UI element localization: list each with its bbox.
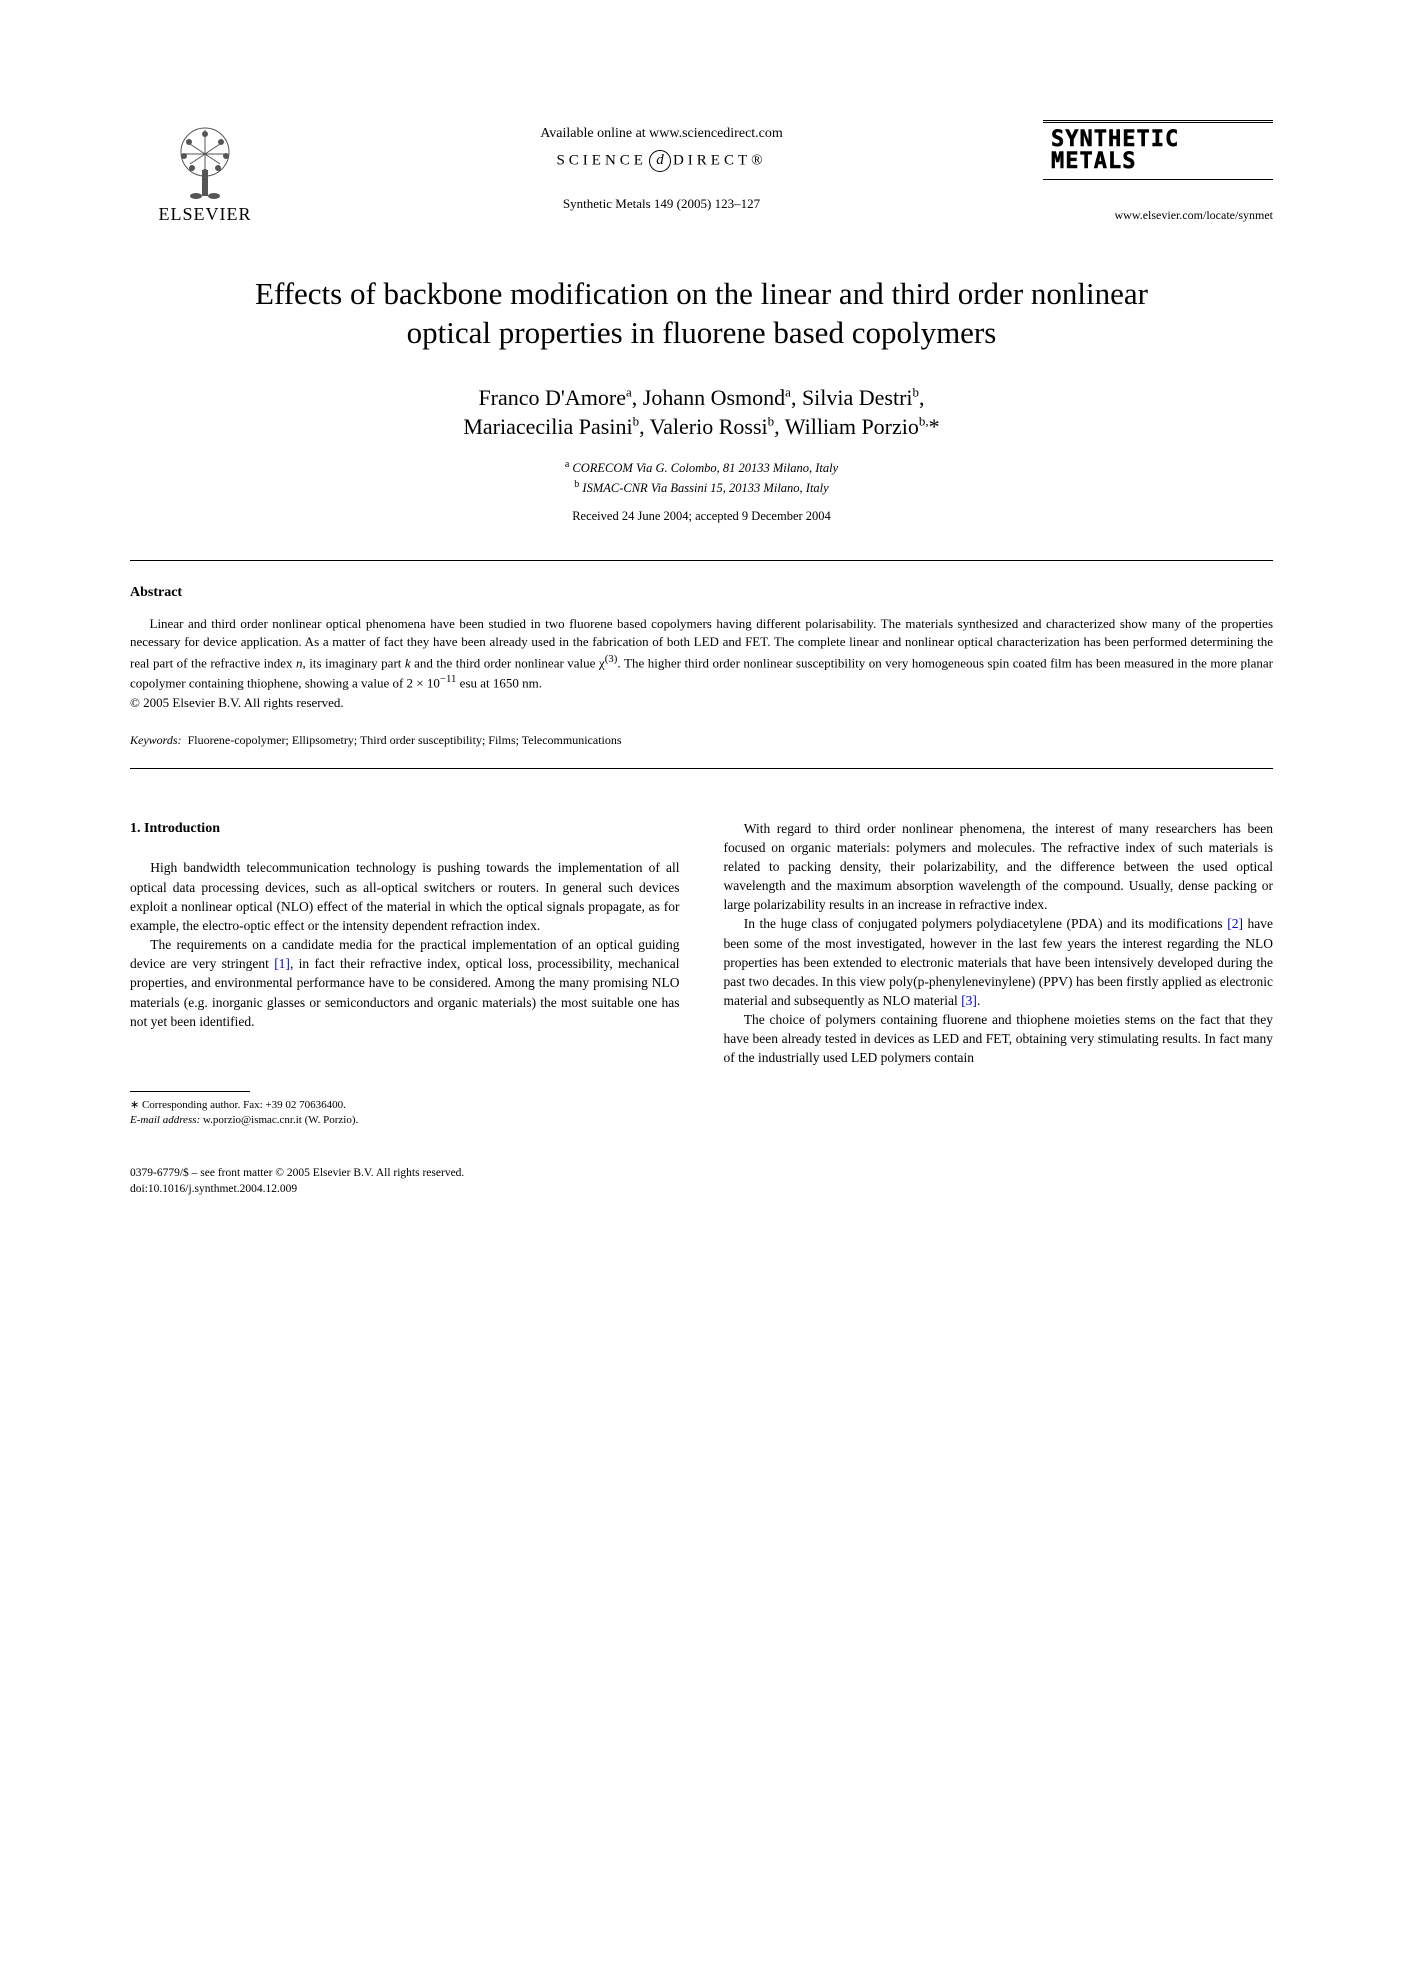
intro-paragraph-2: The requirements on a candidate media fo… xyxy=(130,935,680,1031)
journal-logo-line1: SYNTHETIC xyxy=(1051,129,1273,151)
publisher-name: ELSEVIER xyxy=(159,204,252,225)
abstract-text: Linear and third order nonlinear optical… xyxy=(130,615,1273,692)
footnote-email-label: E-mail address: xyxy=(130,1114,200,1126)
authors-list: Franco D'Amorea, Johann Osmonda, Silvia … xyxy=(130,383,1273,442)
abstract-copyright: © 2005 Elsevier B.V. All rights reserved… xyxy=(130,695,1273,711)
abstract-block: Abstract Linear and third order nonlinea… xyxy=(130,585,1273,710)
bottom-meta: 0379-6779/$ – see front matter © 2005 El… xyxy=(130,1165,1273,1197)
article-dates: Received 24 June 2004; accepted 9 Decemb… xyxy=(130,509,1273,524)
page-header: ELSEVIER Available online at www.science… xyxy=(130,120,1273,225)
journal-block: SYNTHETIC METALS www.elsevier.com/locate… xyxy=(1043,120,1273,223)
sd-right: DIRECT® xyxy=(673,152,767,168)
journal-logo-line2: METALS xyxy=(1051,151,1273,173)
intro-paragraph-1: High bandwidth telecommunication technol… xyxy=(130,858,680,935)
corresponding-author-footnote: ∗ Corresponding author. Fax: +39 02 7063… xyxy=(130,1098,680,1129)
journal-rule-bottom xyxy=(1043,179,1273,180)
sd-d-icon: d xyxy=(649,150,671,172)
keywords-line: Keywords: Fluorene-copolymer; Ellipsomet… xyxy=(130,733,1273,748)
footnote-email-line: E-mail address: w.porzio@ismac.cnr.it (W… xyxy=(130,1113,680,1128)
footnote-corresponding: ∗ Corresponding author. Fax: +39 02 7063… xyxy=(130,1098,680,1113)
keywords-text: Fluorene-copolymer; Ellipsometry; Third … xyxy=(188,733,622,747)
front-matter-line: 0379-6779/$ – see front matter © 2005 El… xyxy=(130,1165,1273,1181)
journal-logo: SYNTHETIC METALS xyxy=(1043,129,1273,173)
section-1-heading: 1. Introduction xyxy=(130,819,680,839)
sd-left: SCIENCE xyxy=(556,152,647,168)
publisher-block: ELSEVIER xyxy=(130,120,280,225)
column-right: With regard to third order nonlinear phe… xyxy=(724,819,1274,1129)
journal-reference: Synthetic Metals 149 (2005) 123–127 xyxy=(280,196,1043,212)
available-online-text: Available online at www.sciencedirect.co… xyxy=(280,126,1043,142)
column-left: 1. Introduction High bandwidth telecommu… xyxy=(130,819,680,1129)
keywords-label: Keywords: xyxy=(130,733,182,747)
affiliation-b: b ISMAC-CNR Via Bassini 15, 20133 Milano… xyxy=(130,478,1273,498)
intro-paragraph-4: In the huge class of conjugated polymers… xyxy=(724,914,1274,1010)
doi-line: doi:10.1016/j.synthmet.2004.12.009 xyxy=(130,1181,1273,1197)
footnote-email: w.porzio@ismac.cnr.it (W. Porzio). xyxy=(203,1114,358,1126)
elsevier-tree-icon xyxy=(170,120,240,200)
journal-rule-top xyxy=(1043,120,1273,123)
rule-after-keywords xyxy=(130,768,1273,769)
affiliation-a: a CORECOM Via G. Colombo, 81 20133 Milan… xyxy=(130,458,1273,478)
citation-ref[interactable]: [1] xyxy=(274,956,290,971)
header-center: Available online at www.sciencedirect.co… xyxy=(280,120,1043,212)
intro-paragraph-3: With regard to third order nonlinear phe… xyxy=(724,819,1274,915)
affiliations: a CORECOM Via G. Colombo, 81 20133 Milan… xyxy=(130,458,1273,497)
rule-before-abstract xyxy=(130,560,1273,561)
footnote-rule xyxy=(130,1091,250,1092)
citation-ref[interactable]: [3] xyxy=(961,993,977,1008)
journal-url: www.elsevier.com/locate/synmet xyxy=(1043,208,1273,223)
sciencedirect-logo: SCIENCEdDIRECT® xyxy=(280,150,1043,172)
citation-ref[interactable]: [2] xyxy=(1227,916,1243,931)
article-title: Effects of backbone modification on the … xyxy=(210,275,1193,353)
intro-paragraph-5: The choice of polymers containing fluore… xyxy=(724,1010,1274,1067)
abstract-heading: Abstract xyxy=(130,585,1273,601)
body-columns: 1. Introduction High bandwidth telecommu… xyxy=(130,819,1273,1129)
